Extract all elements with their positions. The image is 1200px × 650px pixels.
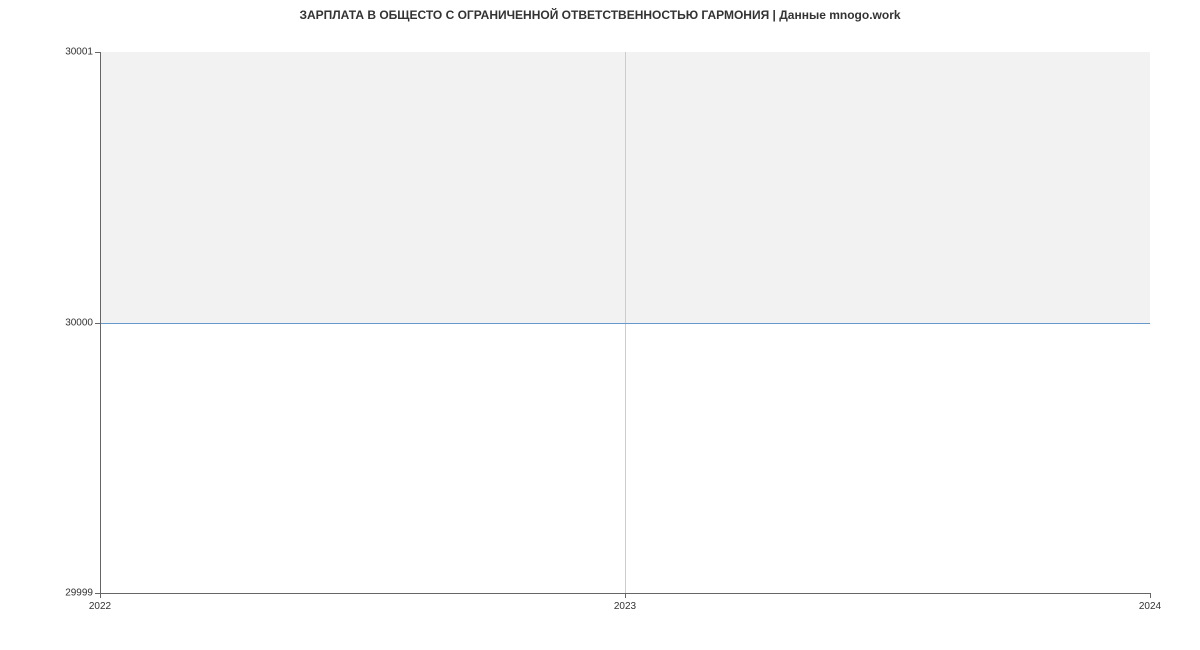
- x-tick-mark: [625, 593, 626, 598]
- series-line: [100, 323, 1150, 324]
- x-tick-mark: [100, 593, 101, 598]
- x-tick-label: 2023: [614, 601, 636, 612]
- y-axis-line: [100, 52, 101, 593]
- y-tick-label: 29999: [0, 588, 93, 599]
- plot-area: [100, 52, 1150, 593]
- x-tick-label: 2022: [89, 601, 111, 612]
- y-tick-mark: [95, 52, 100, 53]
- chart-container: ЗАРПЛАТА В ОБЩЕСТО С ОГРАНИЧЕННОЙ ОТВЕТС…: [0, 0, 1200, 650]
- chart-title: ЗАРПЛАТА В ОБЩЕСТО С ОГРАНИЧЕННОЙ ОТВЕТС…: [0, 8, 1200, 22]
- y-tick-label: 30001: [0, 47, 93, 58]
- x-tick-label: 2024: [1139, 601, 1161, 612]
- y-tick-mark: [95, 323, 100, 324]
- x-tick-mark: [1150, 593, 1151, 598]
- y-tick-label: 30000: [0, 317, 93, 328]
